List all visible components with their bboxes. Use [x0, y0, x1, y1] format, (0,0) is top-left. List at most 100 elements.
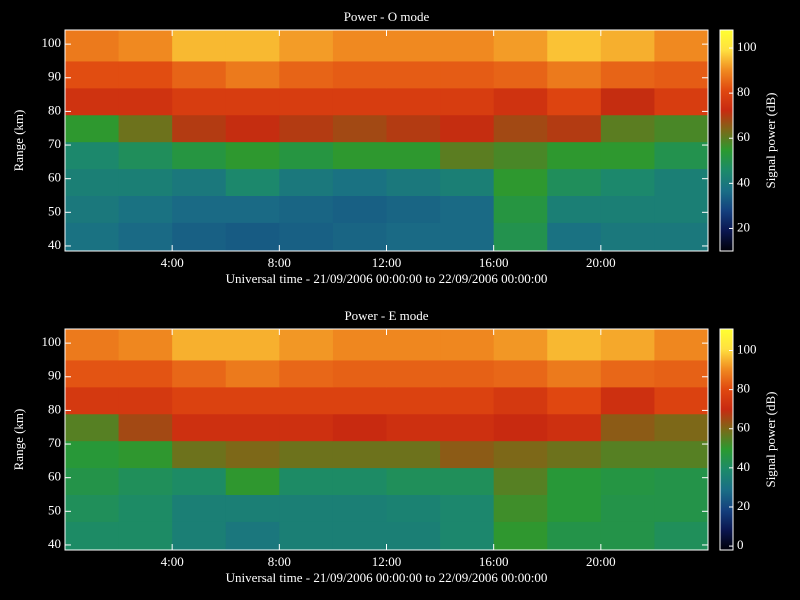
y-tick-label: 100	[42, 334, 62, 349]
heatmap-cell	[654, 329, 709, 361]
heatmap-cell	[65, 168, 120, 196]
heatmap-cell	[332, 60, 387, 89]
heatmap-cell	[118, 114, 173, 143]
heatmap-cell	[118, 30, 173, 62]
y-tick-label: 90	[48, 368, 61, 383]
heatmap-cell	[65, 440, 120, 469]
heatmap-cell	[225, 222, 280, 252]
heatmap-cell	[493, 386, 548, 415]
heatmap-cell	[225, 440, 280, 469]
heatmap-cell	[654, 413, 709, 442]
heatmap-cell	[332, 413, 387, 442]
heatmap-cell	[65, 222, 120, 252]
heatmap-cell	[225, 114, 280, 143]
heatmap-cell	[65, 467, 120, 495]
heatmap-cell	[332, 114, 387, 143]
heatmap-cell	[332, 467, 387, 495]
heatmap-cell	[332, 222, 387, 252]
heatmap-panel	[65, 30, 709, 252]
heatmap-cell	[386, 222, 441, 252]
heatmap-cell	[386, 168, 441, 196]
heatmap-cell	[440, 87, 495, 116]
x-tick-label: 12:00	[372, 255, 402, 270]
heatmap-cell	[279, 168, 334, 196]
heatmap-cell	[332, 168, 387, 196]
heatmap-cell	[172, 359, 227, 388]
heatmap-cell	[440, 222, 495, 252]
heatmap-cell	[440, 440, 495, 469]
heatmap-cell	[600, 30, 655, 62]
heatmap-cell	[547, 359, 602, 388]
heatmap-cell	[440, 467, 495, 495]
heatmap-cell	[440, 60, 495, 89]
heatmap-cell	[279, 413, 334, 442]
heatmap-cell	[225, 467, 280, 495]
heatmap-cell	[386, 413, 441, 442]
heatmap-cell	[493, 168, 548, 196]
heatmap-cell	[332, 386, 387, 415]
heatmap-cell	[440, 521, 495, 551]
heatmap-cell	[386, 440, 441, 469]
heatmap-cell	[493, 413, 548, 442]
heatmap-cell	[547, 413, 602, 442]
heatmap-cell	[225, 329, 280, 361]
y-tick-label: 70	[48, 136, 61, 151]
colorbar	[719, 29, 734, 252]
x-tick-label: 16:00	[479, 554, 509, 569]
heatmap-cell	[172, 60, 227, 89]
heatmap-cell	[654, 30, 709, 62]
heatmap-cell	[654, 494, 709, 522]
heatmap-cell	[279, 114, 334, 143]
heatmap-cell	[440, 494, 495, 522]
y-tick-label: 50	[48, 203, 61, 218]
heatmap-cell	[332, 494, 387, 522]
y-tick-label: 100	[42, 35, 62, 50]
heatmap-cell	[118, 60, 173, 89]
heatmap-cell	[493, 141, 548, 170]
x-tick-label: 12:00	[372, 554, 402, 569]
x-tick-label: 20:00	[586, 554, 616, 569]
heatmap-cell	[65, 114, 120, 143]
heatmap-cell	[547, 60, 602, 89]
heatmap-cell	[440, 114, 495, 143]
heatmap-cell	[654, 87, 709, 116]
heatmap-cell	[493, 30, 548, 62]
heatmap-cell	[118, 329, 173, 361]
heatmap-cell	[118, 359, 173, 388]
heatmap-cell	[386, 60, 441, 89]
heatmap-cell	[172, 413, 227, 442]
heatmap-cell	[65, 386, 120, 415]
heatmap-cell	[493, 467, 548, 495]
heatmap-cell	[654, 222, 709, 252]
heatmap-cell	[118, 168, 173, 196]
heatmap-cell	[493, 494, 548, 522]
chart-title: Power - E mode	[344, 308, 428, 323]
heatmap-cell	[65, 329, 120, 361]
heatmap-cell	[493, 114, 548, 143]
heatmap-cell	[332, 87, 387, 116]
heatmap-cell	[225, 60, 280, 89]
heatmap-cell	[172, 329, 227, 361]
heatmap-cell	[386, 386, 441, 415]
heatmap-cell	[493, 440, 548, 469]
heatmap-cell	[172, 30, 227, 62]
heatmap-cell	[172, 440, 227, 469]
heatmap-cell	[386, 467, 441, 495]
heatmap-cell	[279, 521, 334, 551]
heatmap-cell	[118, 494, 173, 522]
heatmap-cell	[654, 359, 709, 388]
heatmap-cell	[332, 195, 387, 223]
heatmap-cell	[279, 195, 334, 223]
heatmap-cell	[118, 222, 173, 252]
heatmap-cell	[65, 141, 120, 170]
x-tick-label: 4:00	[161, 554, 184, 569]
heatmap-cell	[279, 60, 334, 89]
y-tick-label: 40	[48, 237, 61, 252]
heatmap-cell	[386, 494, 441, 522]
y-axis-label: Range (km)	[11, 110, 26, 172]
heatmap-cell	[600, 467, 655, 495]
heatmap-cell	[279, 329, 334, 361]
heatmap-cell	[547, 30, 602, 62]
heatmap-cell	[172, 467, 227, 495]
